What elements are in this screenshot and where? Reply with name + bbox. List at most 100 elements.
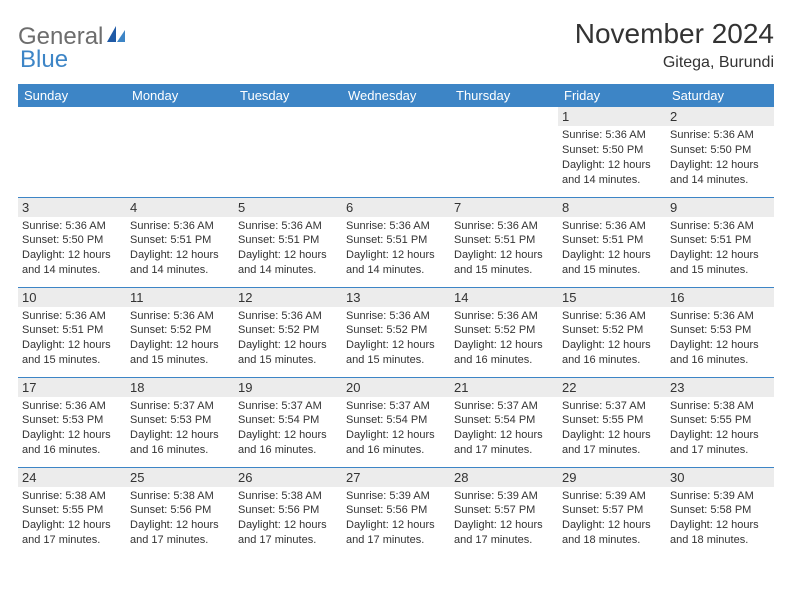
weekday-header: Wednesday <box>342 84 450 107</box>
calendar-page: General November 2024 Gitega, Burundi Bl… <box>0 0 792 557</box>
daylight-text: Daylight: 12 hours and 15 minutes. <box>238 338 338 368</box>
title-block: November 2024 Gitega, Burundi <box>575 18 774 72</box>
calendar-cell: 30Sunrise: 5:39 AMSunset: 5:58 PMDayligh… <box>666 467 774 557</box>
sunrise-text: Sunrise: 5:36 AM <box>670 309 770 324</box>
daylight-text: Daylight: 12 hours and 15 minutes. <box>346 338 446 368</box>
day-details: Sunrise: 5:36 AMSunset: 5:50 PMDaylight:… <box>670 128 770 187</box>
sunset-text: Sunset: 5:51 PM <box>346 233 446 248</box>
daylight-text: Daylight: 12 hours and 17 minutes. <box>454 518 554 548</box>
page-header: General November 2024 Gitega, Burundi <box>18 18 774 72</box>
calendar-cell: 28 Sunrise: 5:39 AMSunset: 5:57 PMDayligh… <box>450 467 558 557</box>
sunrise-text: Sunrise: 5:36 AM <box>130 219 230 234</box>
weekday-header: Sunday <box>18 84 126 107</box>
calendar-week: 17 Sunrise: 5:36 AMSunset: 5:53 PMDayligh… <box>18 377 774 467</box>
calendar-cell: 3Sunrise: 5:36 AMSunset: 5:50 PMDaylight… <box>18 197 126 287</box>
sunset-text: Sunset: 5:52 PM <box>454 323 554 338</box>
day-details: Sunrise: 5:37 AMSunset: 5:54 PMDaylight:… <box>238 399 338 458</box>
calendar-cell: 19 Sunrise: 5:37 AMSunset: 5:54 PMDayligh… <box>234 377 342 467</box>
day-details: Sunrise: 5:36 AMSunset: 5:51 PMDaylight:… <box>130 219 230 278</box>
calendar-cell <box>342 107 450 197</box>
day-number: 18 <box>126 378 234 397</box>
sunset-text: Sunset: 5:54 PM <box>346 413 446 428</box>
sunrise-text: Sunrise: 5:37 AM <box>562 399 662 414</box>
day-number: 12 <box>234 288 342 307</box>
daylight-text: Daylight: 12 hours and 14 minutes. <box>130 248 230 278</box>
calendar-cell <box>450 107 558 197</box>
day-details: Sunrise: 5:39 AMSunset: 5:58 PMDaylight:… <box>670 489 770 548</box>
day-number: 25 <box>126 468 234 487</box>
daylight-text: Daylight: 12 hours and 14 minutes. <box>670 158 770 188</box>
sunset-text: Sunset: 5:51 PM <box>454 233 554 248</box>
day-details: Sunrise: 5:36 AMSunset: 5:52 PMDaylight:… <box>238 309 338 368</box>
sunset-text: Sunset: 5:51 PM <box>130 233 230 248</box>
sunrise-text: Sunrise: 5:36 AM <box>670 219 770 234</box>
day-details: Sunrise: 5:36 AMSunset: 5:51 PMDaylight:… <box>238 219 338 278</box>
calendar-cell: 23Sunrise: 5:38 AMSunset: 5:55 PMDayligh… <box>666 377 774 467</box>
calendar-table: SundayMondayTuesdayWednesdayThursdayFrid… <box>18 84 774 557</box>
day-number: 9 <box>666 198 774 217</box>
calendar-week: 24Sunrise: 5:38 AMSunset: 5:55 PMDayligh… <box>18 467 774 557</box>
sunset-text: Sunset: 5:50 PM <box>562 143 662 158</box>
daylight-text: Daylight: 12 hours and 17 minutes. <box>562 428 662 458</box>
sunrise-text: Sunrise: 5:36 AM <box>346 219 446 234</box>
sunset-text: Sunset: 5:51 PM <box>238 233 338 248</box>
daylight-text: Daylight: 12 hours and 18 minutes. <box>562 518 662 548</box>
day-details: Sunrise: 5:36 AMSunset: 5:51 PMDaylight:… <box>670 219 770 278</box>
calendar-week: 1Sunrise: 5:36 AMSunset: 5:50 PMDaylight… <box>18 107 774 197</box>
day-details: Sunrise: 5:36 AMSunset: 5:51 PMDaylight:… <box>562 219 662 278</box>
sunset-text: Sunset: 5:53 PM <box>22 413 122 428</box>
brand-sub-wrap: Blue <box>18 48 68 72</box>
sunset-text: Sunset: 5:52 PM <box>346 323 446 338</box>
sunset-text: Sunset: 5:56 PM <box>346 503 446 518</box>
calendar-cell: 13Sunrise: 5:36 AMSunset: 5:52 PMDayligh… <box>342 287 450 377</box>
daylight-text: Daylight: 12 hours and 17 minutes. <box>670 428 770 458</box>
daylight-text: Daylight: 12 hours and 15 minutes. <box>670 248 770 278</box>
day-details: Sunrise: 5:38 AMSunset: 5:56 PMDaylight:… <box>130 489 230 548</box>
sunrise-text: Sunrise: 5:39 AM <box>562 489 662 504</box>
day-details: Sunrise: 5:36 AMSunset: 5:52 PMDaylight:… <box>346 309 446 368</box>
daylight-text: Daylight: 12 hours and 17 minutes. <box>130 518 230 548</box>
day-number: 11 <box>126 288 234 307</box>
brand-text-1: General <box>18 25 103 49</box>
weekday-header: Monday <box>126 84 234 107</box>
day-number: 29 <box>558 468 666 487</box>
sunrise-text: Sunrise: 5:37 AM <box>454 399 554 414</box>
calendar-cell: 27Sunrise: 5:39 AMSunset: 5:56 PMDayligh… <box>342 467 450 557</box>
sunset-text: Sunset: 5:55 PM <box>562 413 662 428</box>
day-details: Sunrise: 5:36 AMSunset: 5:53 PMDaylight:… <box>22 399 122 458</box>
day-details: Sunrise: 5:36 AMSunset: 5:52 PMDaylight:… <box>130 309 230 368</box>
day-number: 7 <box>450 198 558 217</box>
day-number: 14 <box>450 288 558 307</box>
daylight-text: Daylight: 12 hours and 16 minutes. <box>238 428 338 458</box>
day-number: 2 <box>666 107 774 126</box>
day-number: 5 <box>234 198 342 217</box>
day-details: Sunrise: 5:36 AMSunset: 5:51 PMDaylight:… <box>346 219 446 278</box>
day-number: 17 <box>18 378 126 397</box>
calendar-head: SundayMondayTuesdayWednesdayThursdayFrid… <box>18 84 774 107</box>
sunset-text: Sunset: 5:55 PM <box>670 413 770 428</box>
calendar-cell: 5 Sunrise: 5:36 AMSunset: 5:51 PMDaylight… <box>234 197 342 287</box>
day-number: 8 <box>558 198 666 217</box>
calendar-cell: 24Sunrise: 5:38 AMSunset: 5:55 PMDayligh… <box>18 467 126 557</box>
daylight-text: Daylight: 12 hours and 14 minutes. <box>22 248 122 278</box>
sunset-text: Sunset: 5:58 PM <box>670 503 770 518</box>
day-number: 10 <box>18 288 126 307</box>
day-number: 19 <box>234 378 342 397</box>
daylight-text: Daylight: 12 hours and 14 minutes. <box>238 248 338 278</box>
daylight-text: Daylight: 12 hours and 17 minutes. <box>238 518 338 548</box>
sunset-text: Sunset: 5:56 PM <box>238 503 338 518</box>
sunset-text: Sunset: 5:50 PM <box>22 233 122 248</box>
daylight-text: Daylight: 12 hours and 15 minutes. <box>454 248 554 278</box>
location-label: Gitega, Burundi <box>575 54 774 72</box>
daylight-text: Daylight: 12 hours and 16 minutes. <box>454 338 554 368</box>
calendar-cell: 10Sunrise: 5:36 AMSunset: 5:51 PMDayligh… <box>18 287 126 377</box>
day-details: Sunrise: 5:37 AMSunset: 5:55 PMDaylight:… <box>562 399 662 458</box>
sunrise-text: Sunrise: 5:36 AM <box>22 219 122 234</box>
daylight-text: Daylight: 12 hours and 16 minutes. <box>130 428 230 458</box>
day-number: 28 <box>450 468 558 487</box>
calendar-cell: 2 Sunrise: 5:36 AMSunset: 5:50 PMDaylight… <box>666 107 774 197</box>
sunrise-text: Sunrise: 5:39 AM <box>454 489 554 504</box>
daylight-text: Daylight: 12 hours and 16 minutes. <box>22 428 122 458</box>
sunset-text: Sunset: 5:57 PM <box>454 503 554 518</box>
day-details: Sunrise: 5:37 AMSunset: 5:53 PMDaylight:… <box>130 399 230 458</box>
